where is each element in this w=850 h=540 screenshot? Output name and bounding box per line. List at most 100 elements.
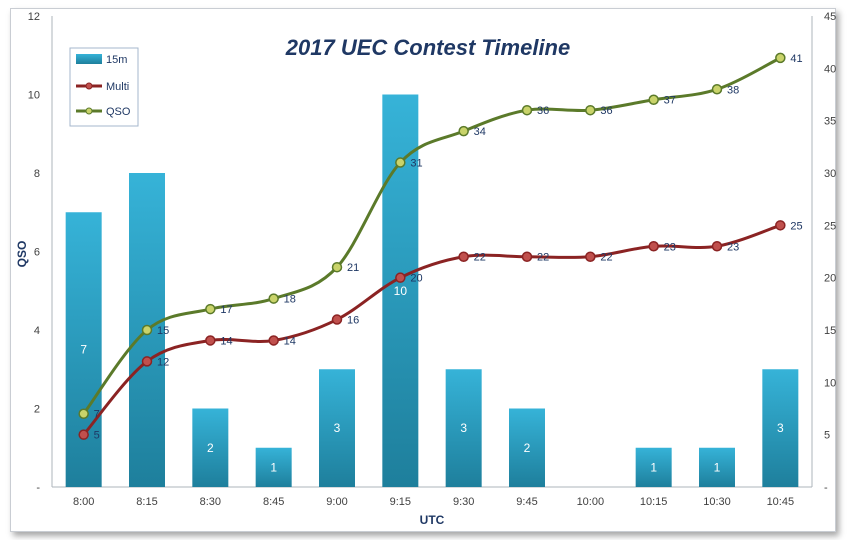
line-qso [82, 56, 781, 415]
point-multi [711, 241, 723, 252]
point-label-multi: 22 [537, 252, 549, 264]
legend-marker-multi [85, 82, 93, 90]
y-tick-label: 8 [34, 168, 40, 180]
bar-value-label: 1 [714, 460, 721, 474]
point-qso [331, 261, 343, 273]
bar-15m [635, 447, 672, 487]
y-tick-label: 4 [34, 325, 40, 337]
point-label-qso: 36 [600, 105, 612, 117]
y-tick-label: 10 [28, 90, 40, 102]
chart-title: 2017 UEC Contest Timeline [285, 35, 570, 60]
y-tick-label: 12 [28, 11, 40, 23]
x-tick-label: 9:30 [453, 496, 474, 508]
point-label-multi: 23 [664, 241, 676, 253]
point-label-qso: 31 [410, 158, 422, 170]
point-qso [648, 94, 659, 105]
legend-swatch-15m [76, 54, 102, 64]
bar-15m [445, 369, 482, 487]
point-label-qso: 36 [537, 105, 549, 117]
point-label-qso: 7 [94, 409, 100, 421]
legend-label-15m: 15m [106, 54, 127, 66]
y2-tick-label: 35 [824, 116, 836, 128]
x-tick-label: 10:30 [703, 496, 731, 508]
point-label-multi: 23 [727, 241, 739, 253]
point-label-multi: 5 [94, 430, 100, 442]
legend-marker-qso [85, 107, 93, 115]
point-qso [521, 104, 533, 116]
point-multi [395, 272, 406, 283]
point-qso [585, 104, 596, 116]
x-tick-label: 9:45 [516, 496, 537, 508]
point-qso [141, 324, 153, 336]
bar-value-label: 3 [777, 421, 784, 435]
x-tick-label: 9:15 [390, 496, 411, 508]
point-qso [78, 408, 89, 419]
bar-15m [192, 408, 229, 487]
point-label-multi: 20 [410, 273, 422, 285]
y2-tick-label: 25 [824, 220, 836, 232]
bar-value-label: 7 [80, 343, 87, 357]
y2-tick-label: 5 [824, 430, 830, 442]
point-label-multi: 22 [474, 252, 486, 264]
point-multi [78, 429, 89, 440]
point-label-multi: 22 [600, 252, 612, 264]
point-multi [521, 251, 533, 262]
point-label-qso: 34 [474, 126, 486, 138]
bar-15m [699, 447, 735, 487]
point-multi [268, 335, 279, 346]
point-multi [458, 251, 469, 262]
point-qso [395, 157, 406, 168]
x-tick-label: 8:30 [200, 496, 221, 508]
point-label-qso: 21 [347, 262, 359, 274]
y2-tick-label: 15 [824, 325, 836, 337]
y-tick-label: 2 [34, 404, 40, 416]
bar-15m [319, 369, 355, 487]
bar-15m [255, 447, 292, 487]
bar-15m [509, 408, 545, 487]
y2-tick-label: - [824, 482, 828, 494]
point-multi [205, 335, 216, 346]
y-axis-title: QSO [15, 241, 29, 268]
legend-label-qso: QSO [106, 106, 131, 118]
bar-15m [762, 369, 799, 487]
point-multi [775, 220, 786, 231]
point-qso [711, 84, 723, 95]
x-tick-label: 8:45 [263, 496, 284, 508]
x-tick-label: 8:15 [136, 496, 157, 508]
point-label-qso: 37 [664, 95, 676, 107]
bar-value-label: 10 [394, 284, 408, 298]
bar-value-label: 1 [270, 460, 277, 474]
x-tick-label: 8:00 [73, 496, 94, 508]
bar-value-label: 2 [524, 441, 531, 455]
x-tick-label: 10:45 [767, 496, 795, 508]
x-tick-label: 9:00 [326, 496, 347, 508]
bar-value-label: 3 [334, 421, 341, 435]
y2-tick-label: 30 [824, 168, 836, 180]
point-label-multi: 12 [157, 356, 169, 368]
point-qso [458, 125, 469, 137]
y2-tick-label: 20 [824, 273, 836, 285]
point-label-qso: 15 [157, 325, 169, 337]
x-tick-label: 10:15 [640, 496, 668, 508]
point-qso [268, 293, 279, 304]
point-label-multi: 16 [347, 315, 359, 327]
point-qso [205, 303, 216, 315]
point-label-qso: 18 [284, 294, 296, 306]
y2-tick-label: 45 [824, 11, 836, 23]
bar-value-label: 2 [207, 441, 214, 455]
line-multi [82, 223, 781, 436]
point-multi [331, 314, 343, 325]
y2-tick-label: 40 [824, 63, 836, 75]
bar-15m [65, 212, 102, 487]
point-multi [585, 251, 596, 262]
point-label-qso: 41 [790, 53, 802, 65]
bar-value-label: 3 [460, 421, 467, 435]
y-tick-label: - [36, 482, 40, 494]
legend-label-multi: Multi [106, 81, 129, 93]
point-multi [648, 241, 659, 252]
point-qso [775, 52, 786, 64]
bar-value-label: 1 [650, 460, 657, 474]
y-tick-label: 6 [34, 247, 40, 259]
point-multi [141, 356, 153, 367]
